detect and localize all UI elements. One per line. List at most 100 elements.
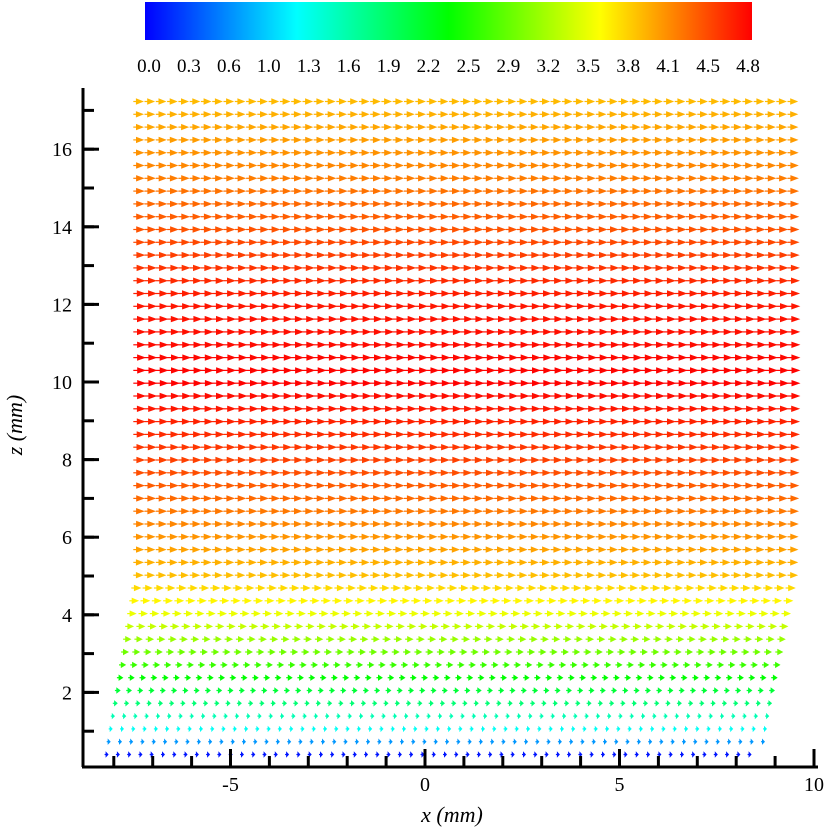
vector-arrowhead: [319, 687, 323, 693]
vector-arrowhead: [696, 726, 699, 732]
vector-arrowhead: [237, 572, 245, 578]
vector-arrowhead: [416, 649, 422, 655]
vector-arrowhead: [184, 623, 191, 629]
vector-arrowhead: [656, 290, 665, 296]
vector-arrowhead: [328, 239, 337, 245]
vector-arrowhead: [632, 534, 640, 540]
vector-arrowhead: [768, 431, 777, 437]
vector-arrowhead: [563, 713, 566, 719]
vector-arrowhead: [486, 457, 495, 463]
vector-arrowhead: [734, 636, 740, 642]
vector-arrowhead: [459, 726, 462, 732]
vector-arrowhead: [717, 739, 720, 745]
vector-arrowhead: [497, 226, 506, 232]
vector-arrowhead: [123, 713, 126, 719]
vector-arrowhead: [791, 470, 800, 476]
vector-arrowhead: [395, 572, 403, 578]
vector-arrowhead: [768, 508, 777, 514]
vector-arrowhead: [346, 662, 351, 668]
vector-arrowhead: [764, 662, 769, 668]
vector-arrowhead: [756, 572, 764, 578]
vector-arrowhead: [317, 700, 321, 706]
vector-arrowhead: [238, 265, 247, 271]
vector-arrowhead: [633, 444, 642, 450]
vector-arrowhead: [637, 610, 644, 616]
vector-arrowhead: [475, 265, 484, 271]
vector-arrowhead: [487, 418, 496, 424]
vector-arrowhead: [283, 457, 292, 463]
vector-arrowhead: [409, 623, 416, 629]
vector-arrowhead: [599, 482, 608, 488]
vector-arrowhead: [509, 431, 518, 437]
vector-arrowhead: [362, 418, 371, 424]
vector-arrowhead: [333, 675, 338, 681]
vector-arrowhead: [757, 508, 766, 514]
vector-arrowhead: [147, 508, 156, 514]
vector-arrowhead: [599, 521, 607, 527]
vector-arrowhead: [171, 278, 180, 284]
vector-arrowhead: [256, 598, 263, 604]
vector-arrowhead: [498, 265, 507, 271]
vector-arrowhead: [347, 726, 350, 732]
vector-arrowhead: [701, 431, 710, 437]
vector-arrowhead: [714, 687, 718, 693]
vector-arrowhead: [604, 675, 609, 681]
vector-arrowhead: [524, 610, 531, 616]
vector-arrowhead: [464, 290, 473, 296]
vector-arrowhead: [630, 585, 638, 591]
vector-arrowhead: [274, 623, 281, 629]
vector-arrowhead: [734, 572, 742, 578]
vector-arrowhead: [362, 534, 370, 540]
vector-arrowhead: [610, 226, 619, 232]
vector-arrowhead: [304, 649, 310, 655]
vector-arrowhead: [450, 585, 458, 591]
vector-arrowhead: [356, 675, 361, 681]
vector-arrowhead: [556, 687, 560, 693]
vector-arrowhead: [775, 598, 782, 604]
vector-arrowhead: [681, 751, 684, 757]
vector-arrowhead: [271, 521, 280, 527]
vector-arrowhead: [459, 662, 464, 668]
vector-arrowhead: [292, 713, 295, 719]
vector-arrowhead: [757, 278, 766, 284]
vector-arrowhead: [249, 239, 258, 245]
vector-arrowhead: [762, 675, 767, 681]
vector-arrowhead: [362, 457, 371, 463]
vector-arrowhead: [543, 700, 547, 706]
vector-arrowhead: [768, 495, 777, 501]
vector-arrowhead: [463, 470, 472, 476]
vector-arrowhead: [405, 713, 408, 719]
vector-arrowhead: [385, 290, 394, 296]
vector-arrowhead: [574, 585, 582, 591]
vector-arrowhead: [746, 457, 755, 463]
vector-arrowhead: [633, 290, 642, 296]
vector-arrowhead: [572, 598, 579, 604]
vector-arrowhead: [137, 418, 146, 424]
vector-arrowhead: [577, 700, 581, 706]
vector-arrowhead: [486, 431, 495, 437]
vector-arrowhead: [421, 623, 428, 629]
vector-arrowhead: [396, 431, 405, 437]
vector-arrowhead: [723, 470, 732, 476]
vector-arrowhead: [170, 239, 179, 245]
vector-arrowhead: [425, 662, 430, 668]
vector-arrowhead: [283, 252, 292, 258]
vector-arrowhead: [779, 470, 788, 476]
vector-arrowhead: [579, 687, 583, 693]
vector-arrowhead: [317, 546, 325, 552]
vector-arrowhead: [518, 713, 521, 719]
vector-arrowhead: [441, 252, 450, 258]
vector-arrowhead: [588, 278, 597, 284]
vector-arrowhead: [272, 508, 281, 514]
vector-arrowhead: [351, 290, 360, 296]
vector-arrowhead: [362, 444, 371, 450]
vector-arrowhead: [508, 546, 516, 552]
vector-arrowhead: [723, 278, 732, 284]
vector-arrowhead: [678, 431, 687, 437]
vector-arrowhead: [317, 470, 326, 476]
vector-arrowhead: [362, 265, 371, 271]
vector-arrowhead: [683, 739, 686, 745]
vector-arrowhead: [531, 265, 540, 271]
vector-arrowhead: [261, 418, 270, 424]
vector-arrowhead: [132, 726, 135, 732]
